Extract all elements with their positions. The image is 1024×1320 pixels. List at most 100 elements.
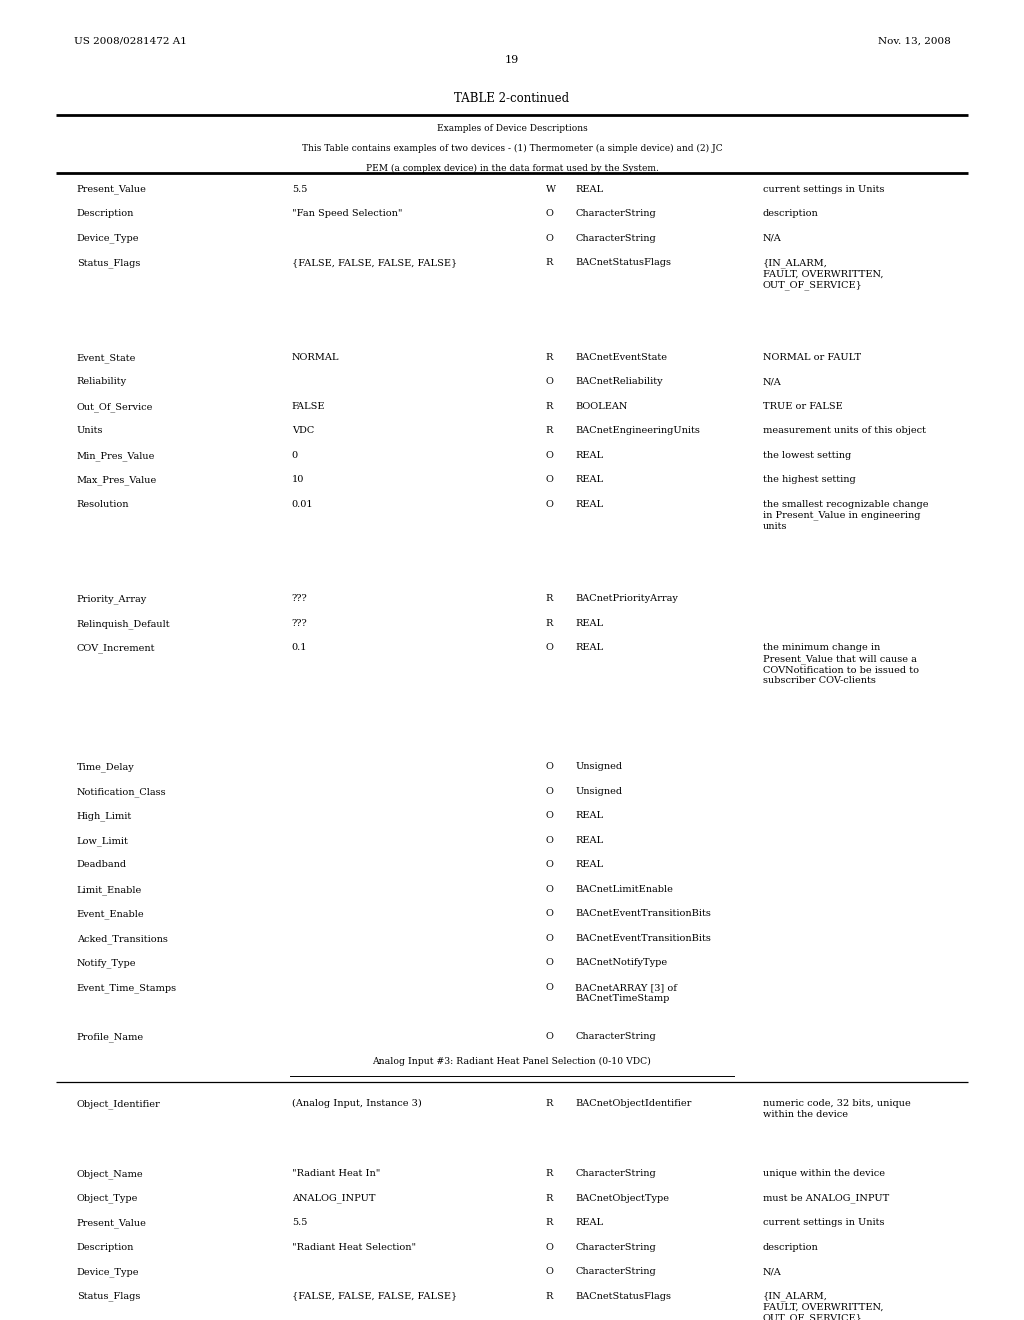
Text: TABLE 2-continued: TABLE 2-continued [455, 92, 569, 106]
Text: O: O [546, 475, 554, 484]
Text: Notify_Type: Notify_Type [77, 958, 136, 968]
Text: Max_Pres_Value: Max_Pres_Value [77, 475, 157, 484]
Text: VDC: VDC [292, 426, 314, 436]
Text: NORMAL or FAULT: NORMAL or FAULT [763, 352, 861, 362]
Text: Device_Type: Device_Type [77, 234, 139, 243]
Text: {IN_ALARM,
FAULT, OVERWRITTEN,
OUT_OF_SERVICE}: {IN_ALARM, FAULT, OVERWRITTEN, OUT_OF_SE… [763, 1292, 884, 1320]
Text: O: O [546, 234, 554, 243]
Text: NORMAL: NORMAL [292, 352, 339, 362]
Text: Unsigned: Unsigned [575, 787, 623, 796]
Text: 10: 10 [292, 475, 304, 484]
Text: Reliability: Reliability [77, 378, 127, 387]
Text: Status_Flags: Status_Flags [77, 1292, 140, 1302]
Text: current settings in Units: current settings in Units [763, 185, 885, 194]
Text: 5.5: 5.5 [292, 1218, 307, 1228]
Text: BACnetEventState: BACnetEventState [575, 352, 668, 362]
Text: O: O [546, 884, 554, 894]
Text: Event_Enable: Event_Enable [77, 909, 144, 919]
Text: {IN_ALARM,
FAULT, OVERWRITTEN,
OUT_OF_SERVICE}: {IN_ALARM, FAULT, OVERWRITTEN, OUT_OF_SE… [763, 259, 884, 290]
Text: BOOLEAN: BOOLEAN [575, 401, 628, 411]
Text: REAL: REAL [575, 836, 603, 845]
Text: PEM (a complex device) in the data format used by the System.: PEM (a complex device) in the data forma… [366, 164, 658, 173]
Text: 0: 0 [292, 451, 298, 459]
Text: TRUE or FALSE: TRUE or FALSE [763, 401, 843, 411]
Text: O: O [546, 500, 554, 508]
Text: BACnetObjectIdentifier: BACnetObjectIdentifier [575, 1100, 692, 1107]
Text: must be ANALOG_INPUT: must be ANALOG_INPUT [763, 1193, 889, 1204]
Text: O: O [546, 812, 554, 821]
Text: This Table contains examples of two devices - (1) Thermometer (a simple device) : This Table contains examples of two devi… [302, 144, 722, 153]
Text: unique within the device: unique within the device [763, 1170, 885, 1179]
Text: Resolution: Resolution [77, 500, 129, 508]
Text: description: description [763, 1242, 818, 1251]
Text: CharacterString: CharacterString [575, 1267, 656, 1276]
Text: BACnetARRAY [3] of
BACnetTimeStamp: BACnetARRAY [3] of BACnetTimeStamp [575, 983, 677, 1003]
Text: O: O [546, 451, 554, 459]
Text: O: O [546, 861, 554, 870]
Text: 5.5: 5.5 [292, 185, 307, 194]
Text: ???: ??? [292, 619, 307, 628]
Text: BACnetStatusFlags: BACnetStatusFlags [575, 259, 672, 267]
Text: O: O [546, 1032, 554, 1041]
Text: REAL: REAL [575, 500, 603, 508]
Text: R: R [546, 259, 553, 267]
Text: 0.01: 0.01 [292, 500, 313, 508]
Text: 19: 19 [505, 55, 519, 66]
Text: O: O [546, 643, 554, 652]
Text: "Radiant Heat Selection": "Radiant Heat Selection" [292, 1242, 416, 1251]
Text: O: O [546, 1267, 554, 1276]
Text: Relinquish_Default: Relinquish_Default [77, 619, 170, 628]
Text: O: O [546, 958, 554, 968]
Text: BACnetEngineeringUnits: BACnetEngineeringUnits [575, 426, 700, 436]
Text: R: R [546, 1292, 553, 1300]
Text: Event_Time_Stamps: Event_Time_Stamps [77, 983, 177, 993]
Text: "Radiant Heat In": "Radiant Heat In" [292, 1170, 380, 1179]
Text: R: R [546, 1100, 553, 1107]
Text: O: O [546, 909, 554, 919]
Text: Units: Units [77, 426, 103, 436]
Text: Object_Name: Object_Name [77, 1170, 143, 1179]
Text: REAL: REAL [575, 619, 603, 628]
Text: Priority_Array: Priority_Array [77, 594, 147, 605]
Text: N/A: N/A [763, 1267, 781, 1276]
Text: Object_Type: Object_Type [77, 1193, 138, 1204]
Text: Description: Description [77, 1242, 134, 1251]
Text: O: O [546, 787, 554, 796]
Text: ???: ??? [292, 594, 307, 603]
Text: O: O [546, 983, 554, 991]
Text: Object_Identifier: Object_Identifier [77, 1100, 161, 1109]
Text: Description: Description [77, 210, 134, 218]
Text: R: R [546, 594, 553, 603]
Text: 0.1: 0.1 [292, 643, 307, 652]
Text: "Fan Speed Selection": "Fan Speed Selection" [292, 210, 402, 218]
Text: BACnetReliability: BACnetReliability [575, 378, 664, 387]
Text: Low_Limit: Low_Limit [77, 836, 129, 846]
Text: Acked_Transitions: Acked_Transitions [77, 935, 168, 944]
Text: ANALOG_INPUT: ANALOG_INPUT [292, 1193, 376, 1204]
Text: BACnetStatusFlags: BACnetStatusFlags [575, 1292, 672, 1300]
Text: measurement units of this object: measurement units of this object [763, 426, 926, 436]
Text: BACnetEventTransitionBits: BACnetEventTransitionBits [575, 909, 712, 919]
Text: BACnetEventTransitionBits: BACnetEventTransitionBits [575, 935, 712, 942]
Text: COV_Increment: COV_Increment [77, 643, 156, 653]
Text: current settings in Units: current settings in Units [763, 1218, 885, 1228]
Text: BACnetNotifyType: BACnetNotifyType [575, 958, 668, 968]
Text: CharacterString: CharacterString [575, 1242, 656, 1251]
Text: Unsigned: Unsigned [575, 763, 623, 771]
Text: CharacterString: CharacterString [575, 1032, 656, 1041]
Text: Out_Of_Service: Out_Of_Service [77, 401, 154, 412]
Text: numeric code, 32 bits, unique
within the device: numeric code, 32 bits, unique within the… [763, 1100, 910, 1119]
Text: R: R [546, 1170, 553, 1179]
Text: REAL: REAL [575, 475, 603, 484]
Text: O: O [546, 763, 554, 771]
Text: W: W [546, 185, 556, 194]
Text: the lowest setting: the lowest setting [763, 451, 851, 459]
Text: REAL: REAL [575, 861, 603, 870]
Text: {FALSE, FALSE, FALSE, FALSE}: {FALSE, FALSE, FALSE, FALSE} [292, 259, 457, 267]
Text: Present_Value: Present_Value [77, 185, 146, 194]
Text: CharacterString: CharacterString [575, 210, 656, 218]
Text: CharacterString: CharacterString [575, 1170, 656, 1179]
Text: Analog Input #3: Radiant Heat Panel Selection (0-10 VDC): Analog Input #3: Radiant Heat Panel Sele… [373, 1056, 651, 1065]
Text: BACnetLimitEnable: BACnetLimitEnable [575, 884, 674, 894]
Text: the minimum change in
Present_Value that will cause a
COVNotification to be issu: the minimum change in Present_Value that… [763, 643, 919, 685]
